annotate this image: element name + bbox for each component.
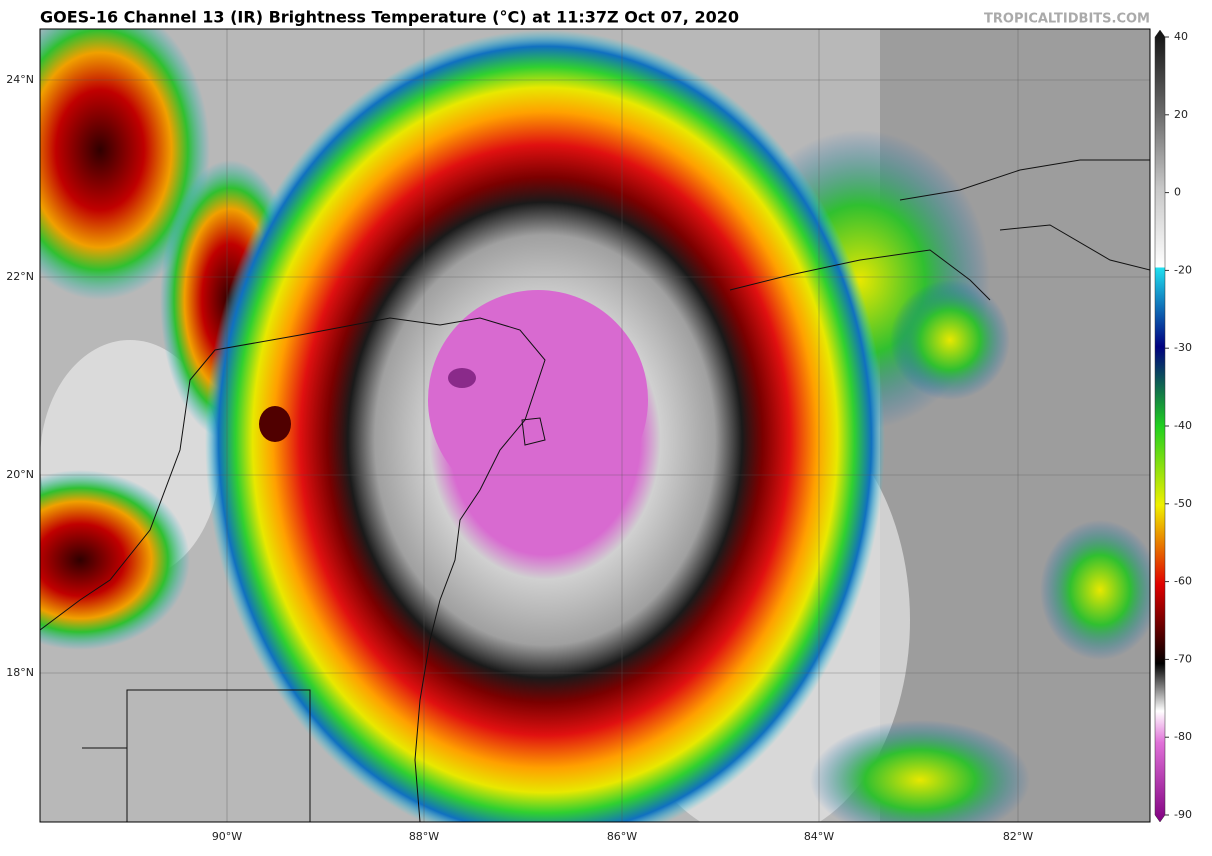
lon-label: 86°W xyxy=(607,830,637,843)
lon-label: 88°W xyxy=(409,830,439,843)
colorbar-scale xyxy=(1154,29,1166,823)
lon-label: 90°W xyxy=(212,830,242,843)
lat-label: 20°N xyxy=(6,468,34,481)
colorbar-tick-label: -90 xyxy=(1174,808,1192,821)
colorbar-tick-label: -60 xyxy=(1174,575,1192,588)
colorbar: 40 20 0 -20 -30 -40 -50 -60 -70 -80 -90 xyxy=(1154,29,1192,823)
lat-label: 18°N xyxy=(6,666,34,679)
lat-labels: 24°N 22°N 20°N 18°N xyxy=(6,73,34,679)
lat-label: 22°N xyxy=(6,270,34,283)
lon-label: 84°W xyxy=(804,830,834,843)
satellite-image xyxy=(40,29,1150,822)
colorbar-tick-label: 20 xyxy=(1174,108,1188,121)
map-frame xyxy=(39,28,1151,823)
lon-label: 82°W xyxy=(1003,830,1033,843)
lat-label: 24°N xyxy=(6,73,34,86)
colorbar-tick-label: -30 xyxy=(1174,341,1192,354)
colorbar-tick-label: -50 xyxy=(1174,497,1192,510)
title: GOES-16 Channel 13 (IR) Brightness Tempe… xyxy=(40,8,739,27)
colorbar-tick-label: -80 xyxy=(1174,730,1192,743)
source: TROPICALTIDBITS.COM xyxy=(984,12,1150,27)
colorbar-tick-label: 40 xyxy=(1174,30,1188,43)
lon-labels: 90°W 88°W 86°W 84°W 82°W xyxy=(212,830,1033,843)
colorbar-tick-label: -20 xyxy=(1174,263,1192,276)
colorbar-tick-label: 0 xyxy=(1174,186,1181,199)
colorbar-tick-label: -40 xyxy=(1174,419,1192,432)
colorbar-tick-label: -70 xyxy=(1174,652,1192,665)
coastlines xyxy=(40,159,1150,822)
